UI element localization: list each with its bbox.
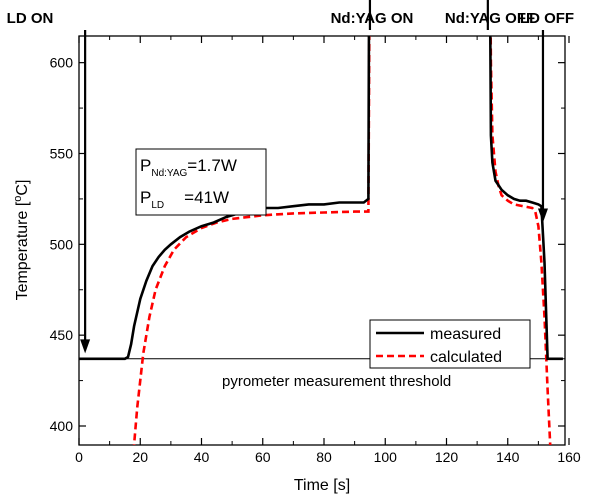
- param-pnd-yag-sub: Nd:YAG: [151, 168, 187, 179]
- y-tick-label: 500: [50, 236, 74, 252]
- x-tick-label: 20: [132, 449, 148, 465]
- event-label-ld-on: LD ON: [7, 10, 54, 27]
- x-tick-label: 160: [557, 449, 581, 465]
- event-label-nd-yag-on: Nd:YAG ON: [331, 10, 414, 27]
- y-tick-label: 450: [50, 327, 74, 343]
- param-pnd-yag-value: =1.7W: [187, 156, 237, 175]
- threshold-label: pyrometer measurement threshold: [222, 373, 451, 390]
- event-arrowhead-ld-on: [80, 339, 91, 354]
- param-pld-sub: LD: [151, 200, 164, 211]
- parameter-box: PNd:YAG=1.7W PLD =41W: [135, 148, 267, 216]
- x-axis-label: Time [s]: [294, 477, 350, 494]
- x-tick-label: 120: [435, 449, 459, 465]
- legend-label-measured: measured: [430, 326, 501, 343]
- parameter-box-frame: [135, 148, 267, 216]
- y-axis-label-degree: o: [12, 196, 24, 202]
- param-pnd-yag: PNd:YAG=1.7W: [140, 156, 237, 179]
- x-axis-ticks: 0 20 40 60 80 100 120 140 160: [75, 36, 581, 465]
- y-axis-label: Temperature [oC]: [12, 180, 31, 301]
- series-line-calculated: [132, 36, 552, 445]
- event-label-nd-yag-off: Nd:YAG OFF: [445, 10, 535, 27]
- plot-frame: [78, 35, 566, 446]
- legend-frame: [369, 319, 531, 369]
- x-tick-label: 140: [496, 449, 520, 465]
- x-tick-label: 40: [194, 449, 210, 465]
- legend: measured calculated: [369, 319, 531, 369]
- y-axis-label-main: Temperature [: [14, 201, 31, 300]
- y-tick-label: 600: [50, 55, 74, 71]
- event-label-ld-off: LD OFF: [520, 10, 574, 27]
- x-tick-label: 60: [255, 449, 271, 465]
- y-axis-label-unit: C]: [14, 180, 31, 196]
- x-tick-label: 80: [316, 449, 332, 465]
- series-line-measured: [79, 36, 563, 361]
- x-tick-label: 0: [75, 449, 83, 465]
- event-arrowhead-ld-off: [537, 208, 548, 223]
- param-pld-value: =41W: [184, 188, 229, 207]
- x-tick-label: 100: [374, 449, 398, 465]
- legend-label-calculated: calculated: [430, 349, 502, 366]
- param-pld-main: P: [140, 188, 151, 207]
- y-axis-ticks: 400450500550600650700750800: [50, 55, 565, 434]
- y-tick-label: 400: [50, 418, 74, 434]
- param-pld: PLD =41W: [140, 188, 229, 211]
- y-tick-label: 550: [50, 145, 74, 161]
- param-pnd-yag-main: P: [140, 156, 151, 175]
